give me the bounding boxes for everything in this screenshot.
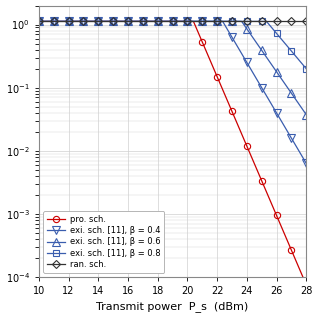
X-axis label: Transmit power  P_s  (dBm): Transmit power P_s (dBm) bbox=[96, 301, 249, 313]
Legend: pro. sch., exi. sch. [11], β = 0.4, exi. sch. [11], β = 0.6, exi. sch. [11], β =: pro. sch., exi. sch. [11], β = 0.4, exi.… bbox=[43, 211, 164, 273]
